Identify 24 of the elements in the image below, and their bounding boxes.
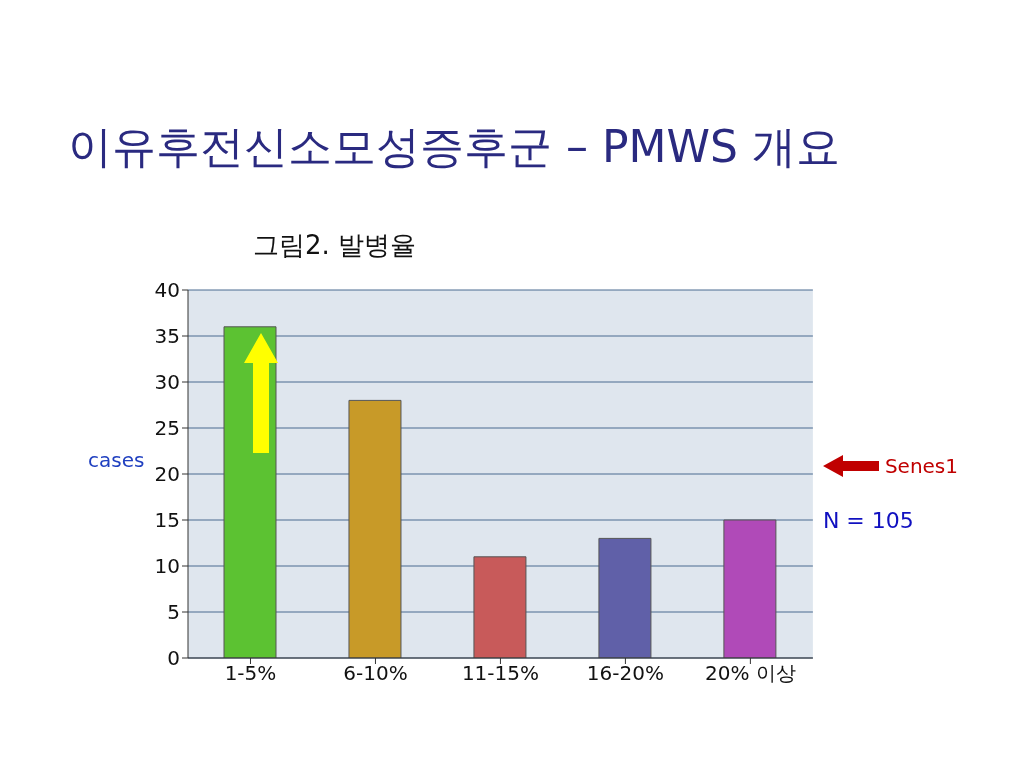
y-tick-label: 15 bbox=[154, 508, 180, 533]
y-tick-label: 35 bbox=[154, 324, 180, 349]
bar bbox=[723, 519, 777, 658]
y-tick-label: 10 bbox=[154, 554, 180, 579]
y-tick-label: 30 bbox=[154, 370, 180, 395]
x-tick-label: 20% 이상 bbox=[704, 661, 796, 686]
y-tick-label: 5 bbox=[167, 600, 180, 625]
bar bbox=[348, 399, 402, 658]
y-tick-label: 0 bbox=[167, 646, 180, 671]
x-tick-label: 1-5% bbox=[224, 661, 277, 686]
x-tick-label: 11-15% bbox=[461, 661, 539, 686]
y-tick-label: 40 bbox=[154, 278, 180, 303]
bar bbox=[223, 326, 277, 658]
text: N = 105 bbox=[822, 507, 915, 533]
bar bbox=[473, 556, 527, 658]
chart-subtitle: 그림2. 발병율 bbox=[253, 229, 417, 262]
chart-title: 이유후전신소모성증후군 – PMWS 개요 bbox=[68, 120, 840, 174]
y-axis-title: cases bbox=[88, 448, 145, 472]
y-tick-label: 25 bbox=[154, 416, 180, 441]
x-tick-label: 6-10% bbox=[343, 661, 408, 686]
bar bbox=[598, 537, 652, 658]
text: Senes1 bbox=[884, 453, 958, 478]
y-tick-label: 20 bbox=[154, 462, 180, 487]
x-tick-label: 16-20% bbox=[586, 661, 664, 686]
